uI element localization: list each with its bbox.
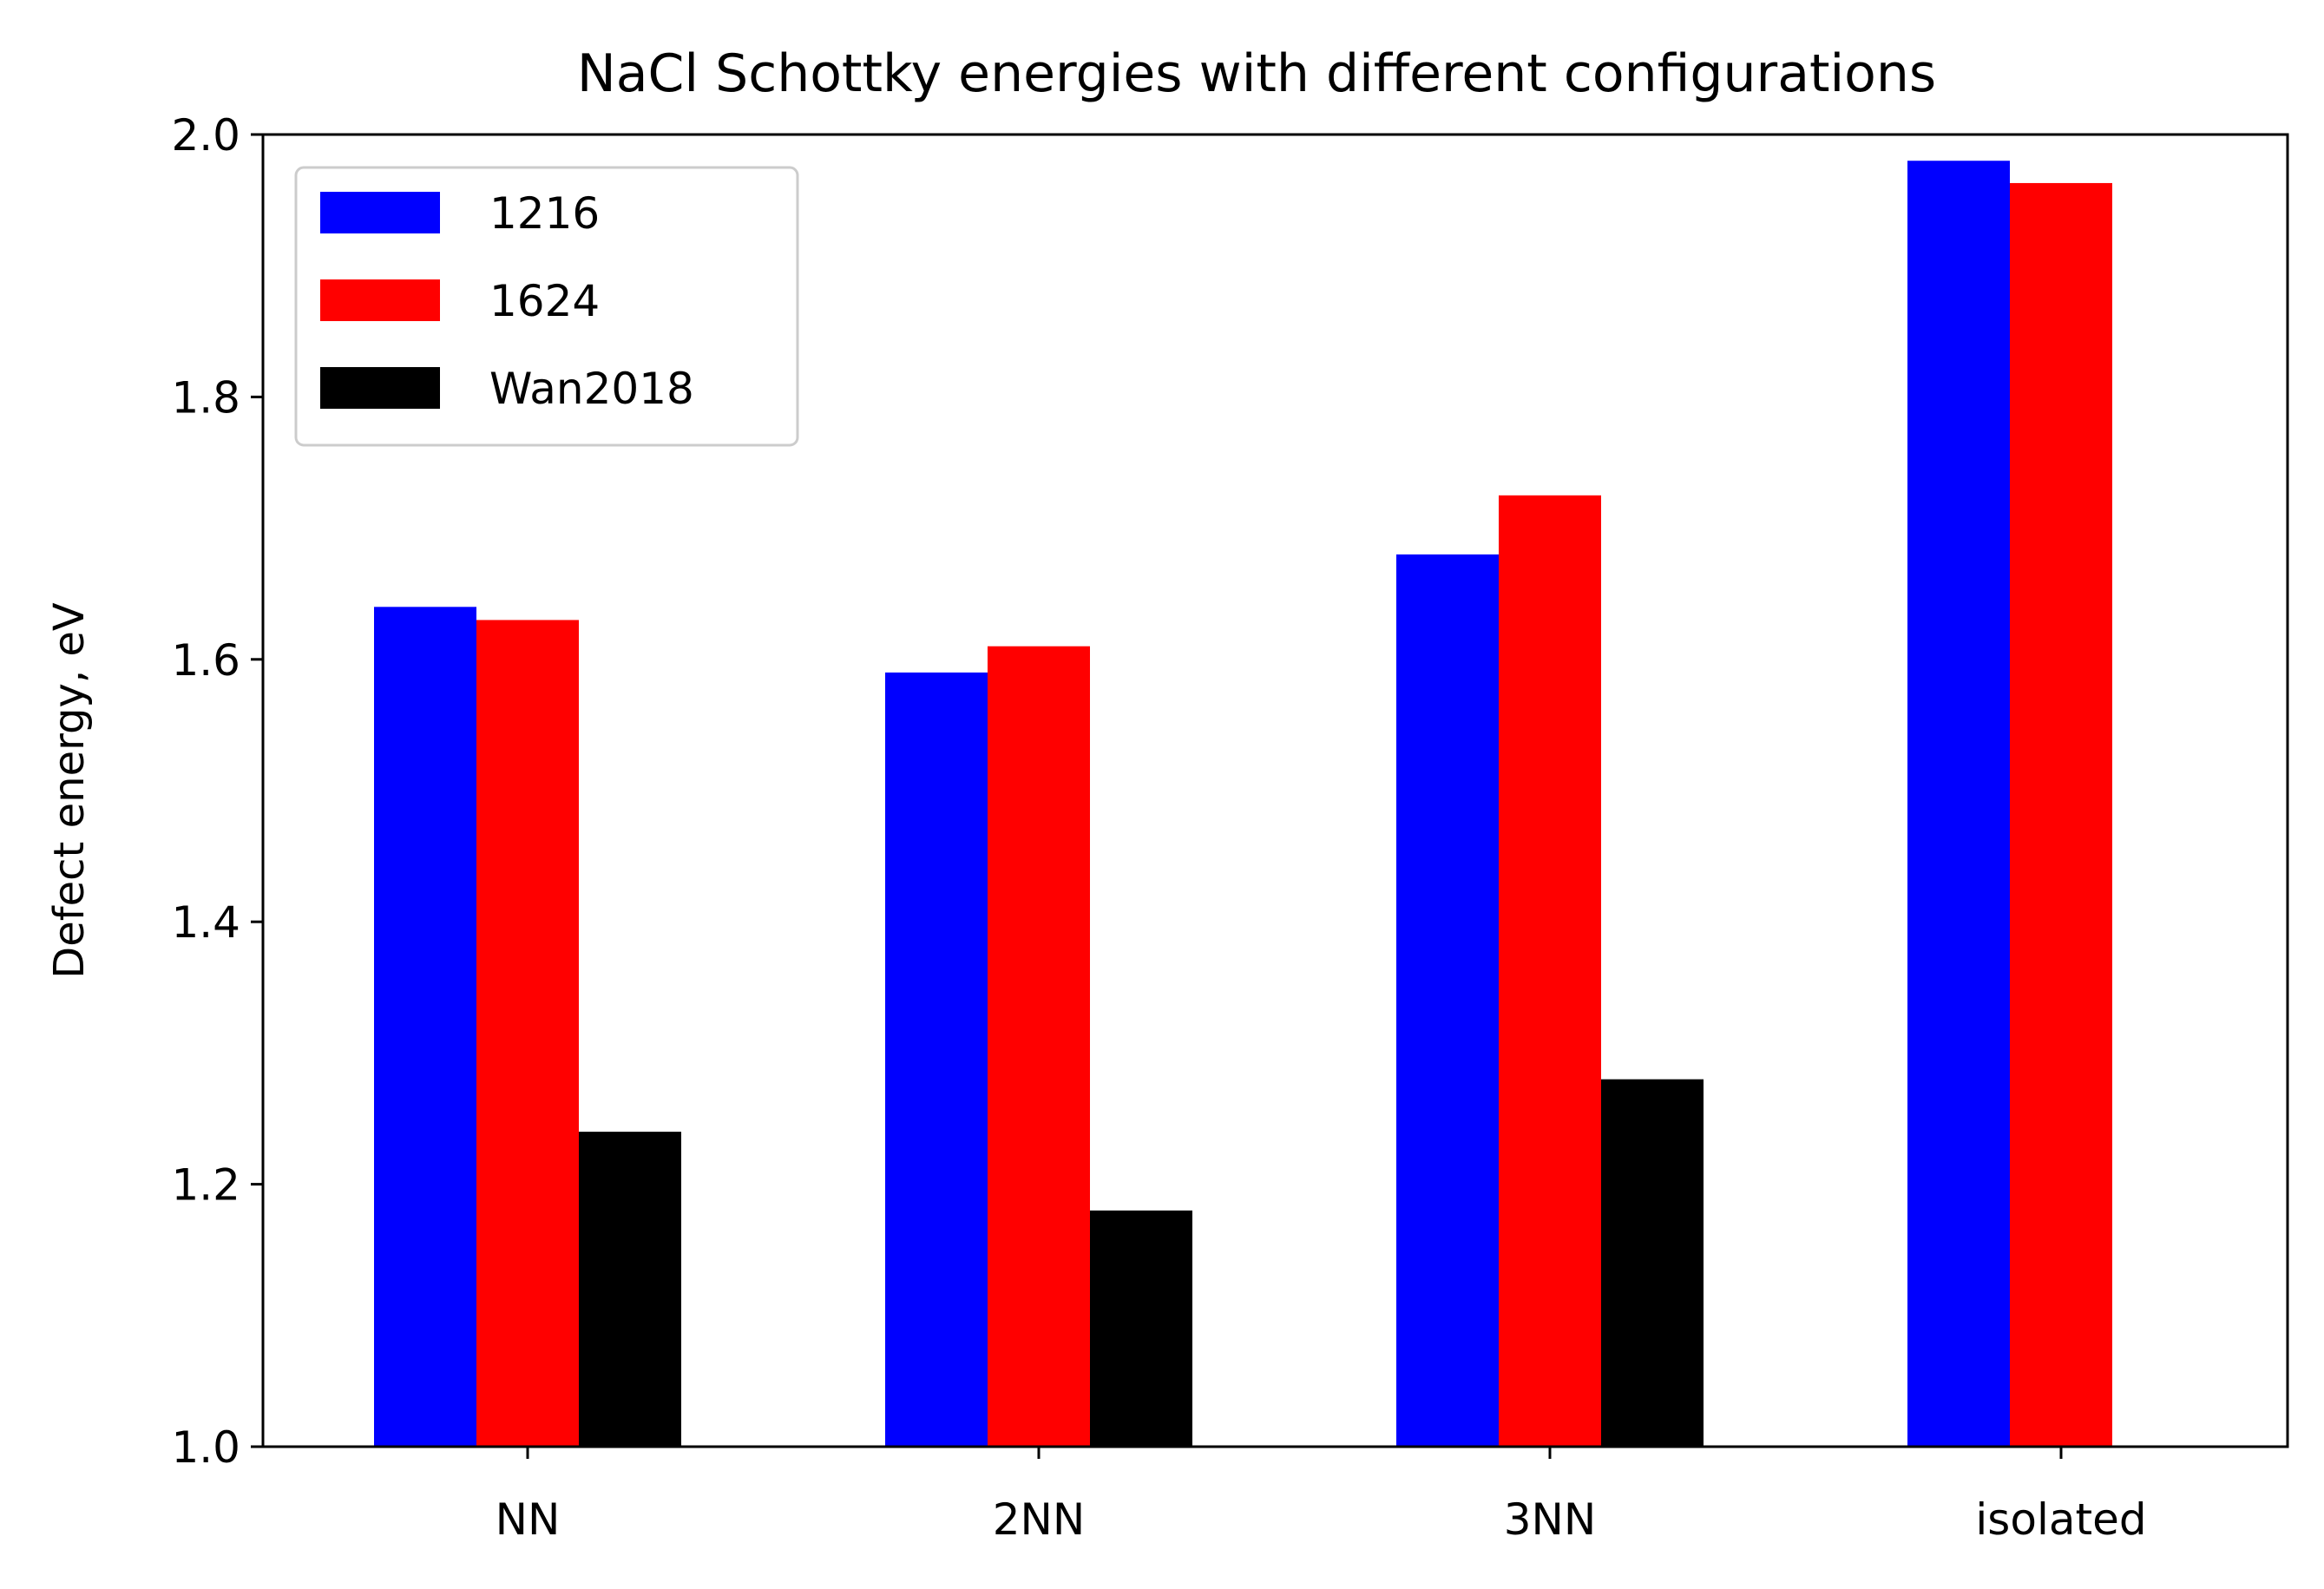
x-tick-label: 3NN <box>1504 1494 1597 1545</box>
x-tick-label: isolated <box>1975 1494 2146 1545</box>
y-tick-label: 1.2 <box>171 1160 240 1211</box>
y-tick-label: 1.8 <box>171 372 240 423</box>
bar-1216-2NN <box>885 672 988 1447</box>
bar-1624-3NN <box>1499 495 1601 1447</box>
bar-1216-3NN <box>1396 554 1499 1447</box>
bar-Wan2018-NN <box>579 1132 681 1447</box>
bar-1624-isolated <box>2010 182 2112 1448</box>
legend: 1216 1624 Wan2018 <box>294 166 799 447</box>
x-axis-ticks: NN 2NN 3NN isolated <box>496 1447 2147 1545</box>
bars-group <box>374 161 2112 1448</box>
bar-1216-NN <box>374 607 476 1447</box>
x-tick-label: NN <box>496 1494 561 1545</box>
legend-label-1216: 1216 <box>489 188 600 239</box>
y-tick-label: 1.4 <box>171 897 240 948</box>
legend-swatch-Wan2018 <box>320 367 440 409</box>
legend-label-Wan2018: Wan2018 <box>489 364 694 414</box>
y-tick-label: 1.6 <box>171 635 240 686</box>
bar-1624-2NN <box>988 646 1090 1447</box>
y-tick-label: 2.0 <box>171 110 240 161</box>
legend-swatch-1624 <box>320 279 440 321</box>
plot-frame <box>261 133 2289 1448</box>
y-axis-label: Defect energy, eV <box>45 602 94 979</box>
legend-label-1624: 1624 <box>489 276 600 326</box>
y-tick-label: 1.0 <box>171 1422 240 1473</box>
bar-1216-isolated <box>1907 161 2010 1448</box>
bar-1624-NN <box>476 620 579 1447</box>
x-tick-label: 2NN <box>993 1494 1086 1545</box>
chart-title: NaCl Schottky energies with different co… <box>577 43 1936 104</box>
y-axis-ticks: 1.0 1.2 1.4 1.6 1.8 2.0 <box>171 110 263 1473</box>
bar-Wan2018-2NN <box>1090 1210 1192 1447</box>
legend-swatch-1216 <box>320 192 440 233</box>
bar-Wan2018-3NN <box>1601 1079 1704 1447</box>
